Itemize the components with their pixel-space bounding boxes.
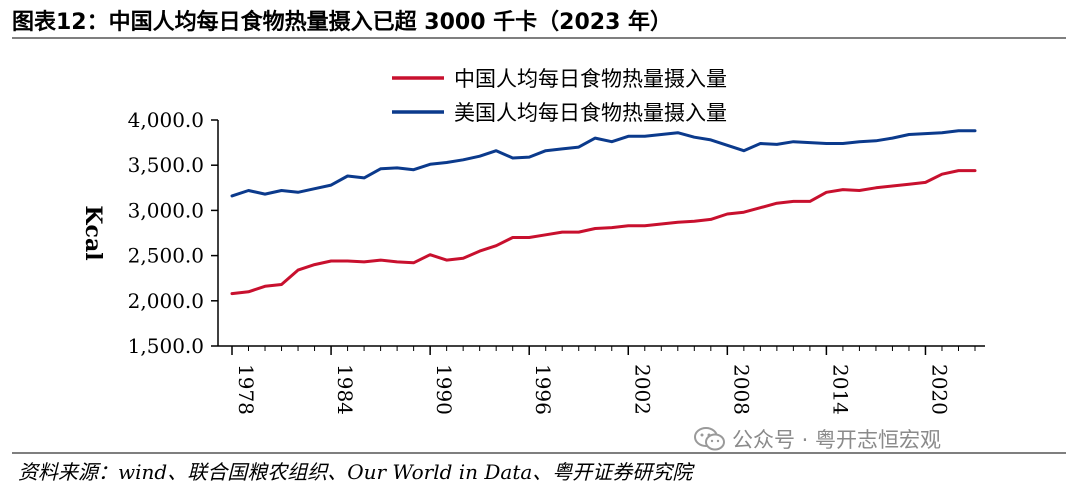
- header-divider: [12, 37, 1066, 39]
- x-tick-label: 1996: [531, 364, 555, 415]
- chart-series: [230, 129, 977, 296]
- page-title: 图表12：中国人均每日食物热量摄入已超 3000 千卡（2023 年）: [12, 10, 673, 35]
- legend-label-usa: 美国人均每日食物热量摄入量: [454, 101, 727, 125]
- chart-axes: 1,500.0 2,000.0 2,500.0 3,000.0 3,500.0 4,000…: [80, 108, 985, 415]
- x-tick-label: 2014: [828, 364, 852, 415]
- y-tick-label: 2,500.0: [128, 244, 204, 268]
- y-tick-label: 1,500.0: [128, 334, 204, 358]
- x-tick-label: 1984: [333, 364, 357, 415]
- wechat-icon: [694, 427, 725, 451]
- footer-divider: [12, 452, 1066, 454]
- series-line-china: [230, 169, 977, 296]
- x-tick-label: 2020: [927, 364, 951, 415]
- series-line-usa: [230, 129, 977, 198]
- watermark: 公众号 · 粤开志恒宏观: [694, 424, 941, 454]
- y-tick-label: 2,000.0: [128, 289, 204, 313]
- x-tick-label: 2002: [630, 364, 654, 415]
- watermark-text: 公众号 · 粤开志恒宏观: [732, 428, 942, 452]
- x-tick-label: 1990: [432, 364, 456, 415]
- source-note: 资料来源：wind、联合国粮农组织、Our World in Data、粤开证券…: [18, 460, 693, 484]
- legend-label-china: 中国人均每日食物热量摄入量: [454, 67, 727, 91]
- y-tick-label: 4,000.0: [128, 108, 204, 132]
- x-tick-label: 2008: [729, 364, 753, 415]
- y-tick-label: 3,000.0: [128, 198, 204, 222]
- x-tick-label: 1978: [234, 364, 258, 415]
- y-axis-label: Kcal: [80, 205, 106, 260]
- y-tick-label: 3,500.0: [128, 153, 204, 177]
